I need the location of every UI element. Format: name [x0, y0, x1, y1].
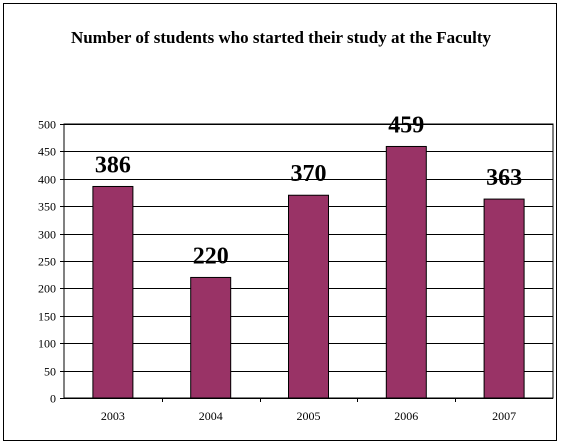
- y-tick-label: 350: [38, 200, 56, 214]
- data-label: 386: [95, 152, 131, 178]
- bar: [385, 145, 427, 399]
- y-tick-label: 50: [44, 365, 56, 379]
- data-label: 363: [486, 165, 522, 191]
- x-tick-label: 2005: [297, 409, 321, 423]
- y-tick-label: 200: [38, 282, 56, 296]
- bar: [190, 276, 232, 399]
- data-label: 220: [193, 243, 229, 269]
- y-tick-label: 250: [38, 255, 56, 269]
- bar: [92, 185, 134, 399]
- x-tick-label: 2003: [101, 409, 125, 423]
- plot-border: [63, 123, 554, 399]
- x-tick-label: 2006: [394, 409, 418, 423]
- y-tick-label: 450: [38, 145, 56, 159]
- y-tick-label: 150: [38, 310, 56, 324]
- x-tick-label: 2004: [199, 409, 223, 423]
- bar: [483, 198, 525, 399]
- plot-area: 0 50 100 150 200 250 300 350 400 450 500 2003 386 200…: [38, 112, 554, 423]
- x-tick-label: 2007: [492, 409, 516, 423]
- y-tick-label: 100: [38, 337, 56, 351]
- y-tick-label: 0: [50, 392, 56, 406]
- data-label: 370: [291, 161, 327, 187]
- data-label: 459: [388, 112, 424, 138]
- y-tick-label: 300: [38, 228, 56, 242]
- y-tick-label: 500: [38, 118, 56, 132]
- chart-title: Number of students who started their stu…: [70, 28, 492, 47]
- bar: [288, 194, 329, 399]
- y-tick-label: 400: [38, 173, 56, 187]
